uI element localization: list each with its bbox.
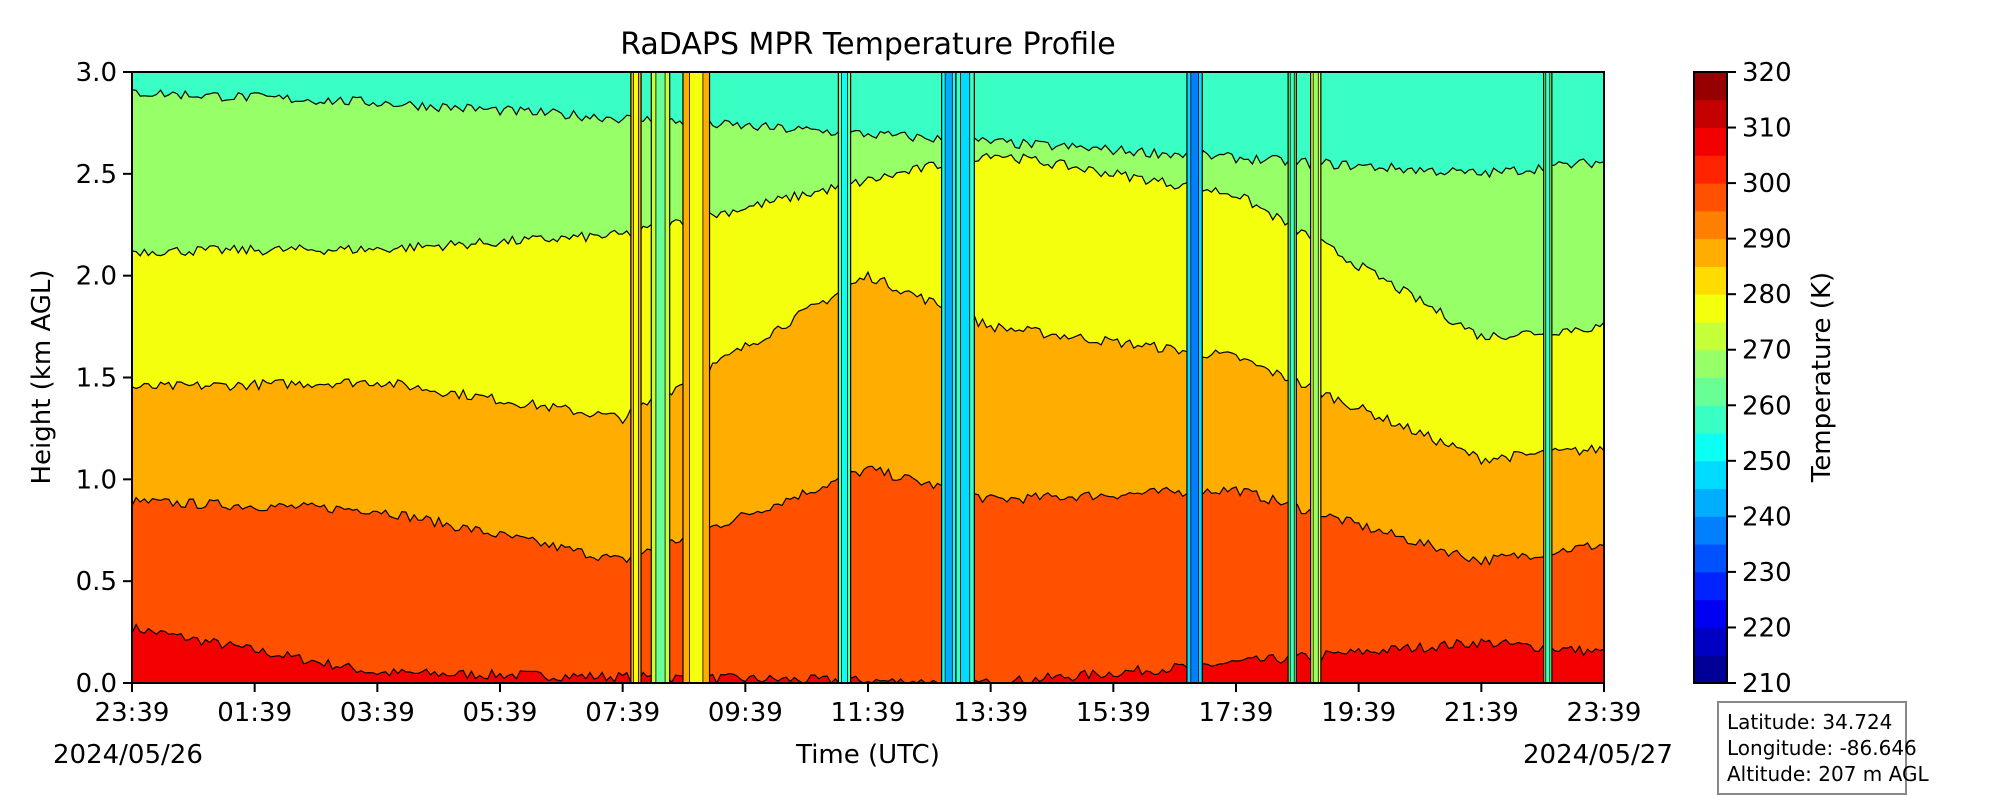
cold-spike-3 [682, 72, 711, 683]
colorbar-segment-310 [1694, 99, 1727, 129]
colorbar-tick-label-290: 290 [1742, 225, 1792, 255]
colorbar-tick-label-210: 210 [1742, 669, 1792, 699]
colorbar-segment-280 [1694, 266, 1727, 295]
x-tick-label-6: 11:39 [831, 698, 906, 728]
cold-spike-columns [630, 72, 1553, 683]
y-tick-label-3: 1.5 [76, 364, 117, 394]
y-tick-label-5: 2.5 [76, 160, 117, 190]
cold-spike-8 [1287, 72, 1297, 683]
temperature-contours [132, 89, 1604, 683]
cold-spike-7 [1186, 72, 1203, 683]
colorbar-segment-285 [1694, 238, 1727, 267]
colorbar-segment-220 [1694, 599, 1727, 628]
colorbar-tick-label-280: 280 [1742, 280, 1792, 310]
x-tick-label-12: 23:39 [1567, 698, 1642, 728]
colorbar-segment-225 [1694, 571, 1727, 601]
cold-spike-1-core [633, 72, 639, 683]
cold-spike-4-core [841, 72, 848, 683]
colorbar-tick-label-220: 220 [1742, 613, 1792, 643]
y-axis-label: Height (km AGL) [27, 269, 57, 484]
x-tick-label-5: 09:39 [708, 698, 783, 728]
colorbar-segment-315 [1694, 72, 1727, 101]
x-tick-label-9: 17:39 [1199, 698, 1274, 728]
x-axis: 23:39 01:39 03:39 05:39 07:39 09:39 11:39 13:39… [95, 683, 1642, 728]
cold-spike-10-core [1545, 72, 1551, 683]
x-tick-label-10: 19:39 [1321, 698, 1396, 728]
colorbar-segment-260 [1694, 377, 1727, 406]
cold-spike-4 [837, 72, 852, 683]
y-tick-label-2: 1.0 [76, 465, 117, 495]
colorbar-tick-label-300: 300 [1742, 169, 1792, 199]
contour-300K [132, 623, 1604, 683]
x-tick-label-1: 01:39 [217, 698, 292, 728]
cold-spike-9-core [1312, 72, 1319, 683]
y-tick-label-1: 0.5 [76, 567, 117, 597]
x-tick-label-7: 13:39 [953, 698, 1028, 728]
band-above-260 [132, 72, 1604, 178]
colorbar-label: Temperature (K) [1807, 272, 1837, 483]
colorbar-segment-250 [1694, 433, 1727, 462]
end-date-label: 2024/05/27 [1523, 740, 1673, 770]
colorbar-segment-255 [1694, 405, 1727, 434]
x-tick-label-2: 03:39 [340, 698, 415, 728]
contour-270K [132, 152, 1604, 341]
x-axis-label: Time (UTC) [795, 740, 940, 770]
station-info-box: Latitude: 34.724 Longitude: -86.646 Alti… [1717, 701, 1929, 795]
colorbar-segment-290 [1694, 210, 1727, 240]
colorbar-tick-label-320: 320 [1742, 58, 1792, 88]
colorbar-tick-label-270: 270 [1742, 336, 1792, 366]
colorbar-segment-295 [1694, 183, 1727, 212]
plot-area [132, 72, 1604, 683]
y-tick-label-6: 3.0 [76, 58, 117, 88]
x-tick-label-4: 07:39 [585, 698, 660, 728]
cold-spike-2-core [655, 72, 666, 683]
colorbar-frame [1693, 71, 1728, 684]
cold-spike-5 [940, 72, 957, 683]
x-tick-label-8: 15:39 [1076, 698, 1151, 728]
longitude-text: Longitude: -86.646 [1727, 736, 1917, 760]
colorbar-segment-210 [1694, 655, 1727, 684]
cold-spike-2 [650, 72, 671, 683]
colorbar-tick-label-230: 230 [1742, 558, 1792, 588]
contour-290K [132, 465, 1604, 566]
colorbar-segment-245 [1694, 460, 1727, 490]
cold-spike-1 [630, 72, 642, 683]
contour-280K [132, 270, 1604, 466]
colorbar-tick-label-310: 310 [1742, 114, 1792, 144]
colorbar-segment-235 [1694, 516, 1727, 545]
cold-spike-9 [1310, 72, 1322, 683]
contour-260K [132, 89, 1604, 179]
cold-spike-5-core [944, 72, 953, 683]
colorbar-segment-265 [1694, 349, 1727, 378]
cold-spike-8-core [1289, 72, 1295, 683]
colorbar-tick-label-260: 260 [1742, 391, 1792, 421]
y-tick-label-0: 0.0 [76, 669, 117, 699]
cold-spike-3-core [689, 72, 704, 683]
colorbar-segment-275 [1694, 294, 1727, 323]
colorbar-segment-215 [1694, 627, 1727, 656]
colorbar-segment-305 [1694, 127, 1727, 156]
cold-spike-7-core [1190, 72, 1199, 683]
x-tick-label-3: 05:39 [463, 698, 538, 728]
chart-title: RaDAPS MPR Temperature Profile [620, 27, 1116, 62]
colorbar-segment-230 [1694, 544, 1727, 573]
colorbar-tick-label-250: 250 [1742, 447, 1792, 477]
cold-spike-10 [1543, 72, 1553, 683]
cold-spike-6-core [960, 72, 971, 683]
temperature-bands [132, 72, 1604, 683]
y-axis: 0.0 0.5 1.0 1.5 2.0 2.5 3.0 [76, 58, 132, 699]
x-tick-label-0: 23:39 [95, 698, 170, 728]
latitude-text: Latitude: 34.724 [1727, 710, 1893, 734]
start-date-label: 2024/05/26 [53, 740, 203, 770]
colorbar: 210 220 230 240 250 260 270 280 290 300 310 320 [1693, 58, 1792, 699]
colorbar-segment-300 [1694, 155, 1727, 184]
altitude-text: Altitude: 207 m AGL [1727, 762, 1929, 786]
colorbar-tick-label-240: 240 [1742, 502, 1792, 532]
y-tick-label-4: 2.0 [76, 262, 117, 292]
colorbar-segment-270 [1694, 321, 1727, 351]
colorbar-segment-240 [1694, 488, 1727, 517]
cold-spike-6 [955, 72, 975, 683]
x-tick-label-11: 21:39 [1444, 698, 1519, 728]
